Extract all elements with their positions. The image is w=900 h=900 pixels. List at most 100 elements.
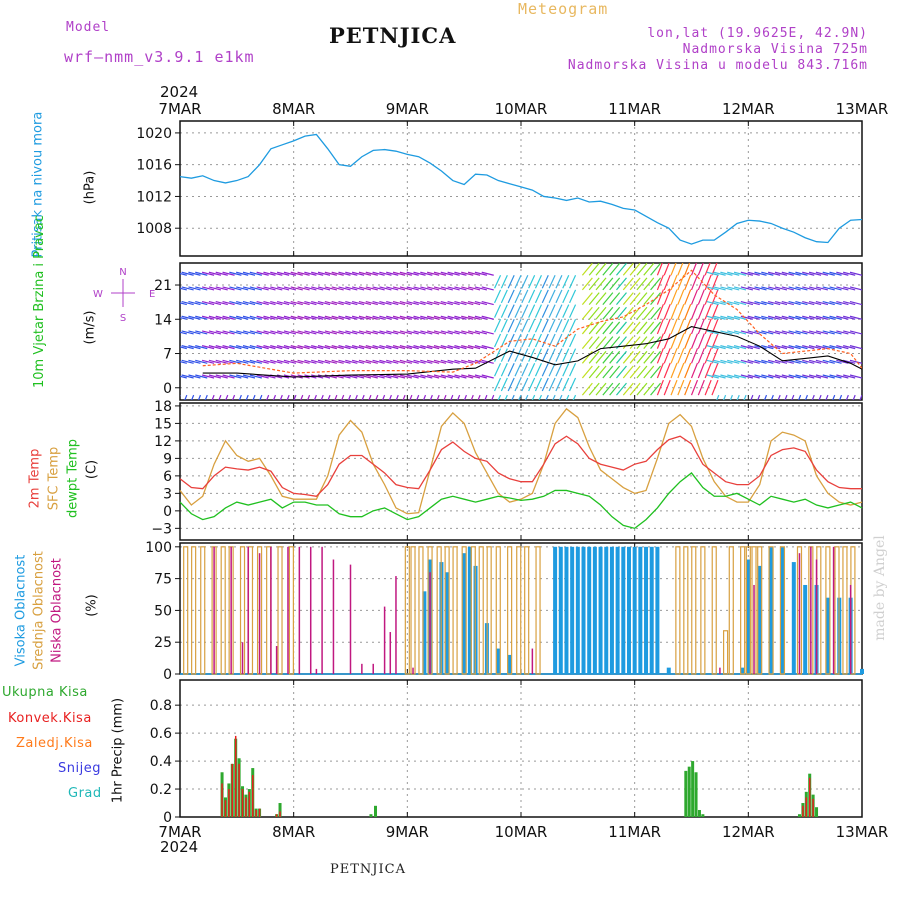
wind-barb bbox=[643, 263, 655, 276]
wind-barb bbox=[358, 315, 372, 320]
wind-barb bbox=[602, 277, 614, 291]
high-cloud-bar bbox=[632, 546, 637, 674]
wind-barb bbox=[836, 374, 849, 379]
compass-w: W bbox=[93, 289, 103, 300]
wind-barb bbox=[733, 345, 747, 350]
wind-barb bbox=[208, 301, 222, 306]
wind-barb bbox=[829, 286, 842, 291]
wind-barb bbox=[697, 362, 705, 379]
wind-barb bbox=[184, 394, 188, 400]
wind-barb bbox=[231, 394, 236, 400]
wind-barb bbox=[555, 274, 563, 289]
bottom-date-label: 9MAR bbox=[386, 823, 429, 841]
mid-cloud-bar bbox=[768, 546, 774, 675]
wind-barb bbox=[474, 374, 488, 379]
wind-barb bbox=[270, 345, 283, 350]
wind-barb bbox=[843, 330, 856, 335]
top-date-label: 9MAR bbox=[386, 100, 429, 118]
wind-barb bbox=[229, 286, 242, 291]
wind-barb bbox=[215, 301, 228, 306]
wind-barb bbox=[602, 292, 614, 305]
legend-snijeg: Snijeg bbox=[58, 761, 101, 776]
wind-barb bbox=[236, 330, 249, 335]
y-tick-label: 9 bbox=[163, 451, 172, 467]
wind-barb bbox=[788, 359, 801, 364]
wind-barb bbox=[427, 345, 440, 350]
wind-barb bbox=[548, 274, 556, 289]
wind-barb bbox=[283, 359, 297, 364]
wind-barb bbox=[507, 333, 515, 348]
high-cloud-bar bbox=[803, 584, 808, 674]
wind-barb bbox=[581, 306, 593, 320]
wind-barb bbox=[195, 374, 208, 379]
wind-barb bbox=[229, 345, 242, 350]
wind-barb bbox=[711, 263, 718, 276]
wind-barb bbox=[201, 374, 215, 379]
wind-barb bbox=[345, 359, 358, 364]
wind-barb bbox=[461, 315, 474, 320]
wind-barb bbox=[829, 301, 842, 306]
wind-barb bbox=[386, 374, 399, 379]
wind-barb bbox=[249, 271, 262, 276]
low-cloud-bar bbox=[315, 668, 318, 674]
wind-barb bbox=[249, 286, 262, 291]
mid-cloud-bar bbox=[183, 546, 189, 675]
wind-barb bbox=[521, 319, 529, 333]
wind-barb bbox=[720, 359, 733, 364]
wind-barb bbox=[197, 394, 202, 400]
wind-barb bbox=[379, 345, 392, 350]
wind-barb bbox=[351, 286, 365, 291]
wind-barb bbox=[372, 345, 385, 350]
wind-barb bbox=[392, 330, 406, 335]
wind-barb bbox=[636, 365, 648, 379]
y-tick-label: 0 bbox=[163, 381, 172, 397]
wind-barb bbox=[569, 304, 577, 318]
wind-barb bbox=[852, 394, 856, 400]
wind-barb bbox=[427, 315, 440, 320]
wind-barb bbox=[663, 304, 671, 320]
wind-barb bbox=[300, 394, 304, 400]
wind-barb bbox=[379, 286, 392, 291]
wind-barb bbox=[263, 286, 276, 291]
wind-barb bbox=[656, 318, 664, 335]
y-tick-label: 6 bbox=[163, 469, 172, 485]
wind-barb bbox=[365, 286, 378, 291]
wind-barb bbox=[849, 359, 862, 364]
wind-barb bbox=[829, 374, 842, 379]
wind-barb bbox=[713, 374, 726, 379]
wind-barb bbox=[195, 315, 208, 320]
wind-barb bbox=[609, 263, 621, 276]
wind-barb bbox=[256, 359, 269, 364]
wind-barb bbox=[433, 286, 447, 291]
wind-barb bbox=[507, 319, 515, 333]
wind-barb bbox=[181, 271, 194, 276]
wind-barb bbox=[474, 315, 488, 320]
wind-barb bbox=[454, 301, 467, 306]
wind-barb bbox=[406, 301, 419, 306]
wind-barb bbox=[514, 363, 522, 377]
wind-barb bbox=[609, 277, 621, 291]
wind-barb bbox=[420, 345, 433, 350]
wind-barb bbox=[836, 286, 849, 291]
wind-barb bbox=[727, 286, 740, 291]
wind-barb bbox=[706, 271, 719, 276]
wind-barb bbox=[313, 394, 317, 400]
wind-barb bbox=[677, 289, 685, 305]
wind-barb bbox=[595, 336, 607, 350]
wind-barb bbox=[195, 330, 208, 335]
wind-barb bbox=[345, 271, 358, 276]
wind-barb bbox=[788, 301, 801, 306]
wind-barb bbox=[555, 319, 563, 333]
wind-barb bbox=[747, 315, 760, 320]
wind-barb bbox=[541, 319, 549, 333]
wind-barb bbox=[180, 360, 187, 364]
wind-barb bbox=[588, 321, 600, 335]
wind-barb bbox=[581, 382, 593, 396]
konvek-kisa-bar bbox=[258, 808, 261, 817]
wind-barb bbox=[331, 301, 344, 306]
wind-barb bbox=[768, 359, 781, 364]
wind-barb bbox=[208, 345, 222, 350]
wind-barb bbox=[218, 394, 222, 400]
y-tick-label: 3 bbox=[163, 486, 172, 502]
wind-barb bbox=[249, 315, 262, 320]
